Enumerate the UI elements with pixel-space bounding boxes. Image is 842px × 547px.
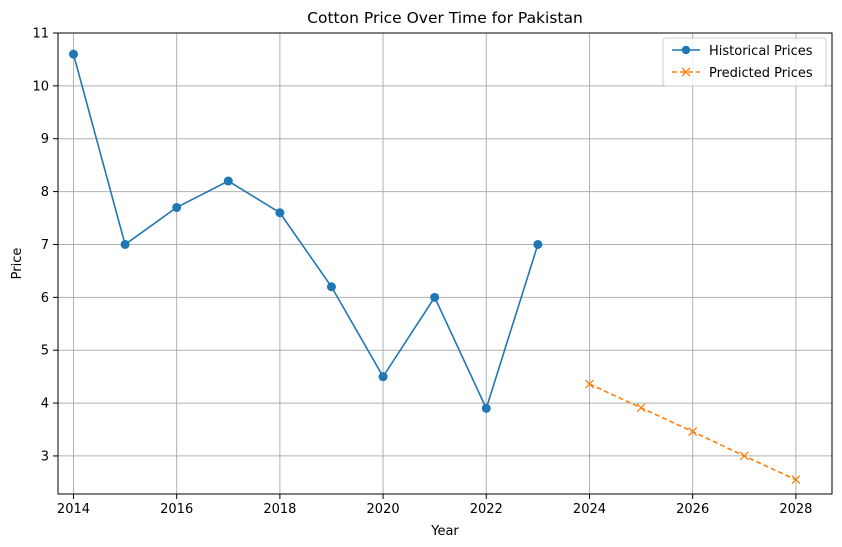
x-axis-label: Year (430, 524, 459, 539)
data-point (378, 372, 388, 382)
legend-box (662, 37, 827, 87)
x-tick-label: 2026 (676, 502, 709, 517)
data-point (326, 282, 336, 292)
y-tick-label: 9 (41, 132, 49, 147)
y-tick-label: 5 (41, 344, 49, 359)
x-tick-label: 2014 (57, 502, 90, 517)
y-axis-label: Price (10, 248, 25, 280)
data-point (223, 176, 233, 186)
data-point (430, 292, 440, 302)
y-tick-label: 6 (41, 291, 49, 306)
data-point (585, 379, 594, 389)
data-point (172, 202, 182, 212)
x-tick-label: 2020 (367, 502, 400, 517)
data-point (481, 403, 491, 413)
y-tick-label: 3 (41, 449, 49, 464)
legend: Historical Prices Predicted Prices (662, 37, 827, 87)
x-tick-label: 2022 (470, 502, 503, 517)
x-tick-label: 2028 (779, 502, 812, 517)
y-tick-label: 4 (41, 397, 49, 412)
tick-layer: 2014 2016 2018 2020 2022 2024 2026 2028 3 4 5 6 7 8 9 1… (32, 27, 812, 518)
y-tick-label: 7 (41, 238, 49, 253)
x-tick-label: 2018 (263, 502, 296, 517)
data-point (636, 403, 646, 413)
data-point (739, 451, 749, 461)
legend-label-predicted: Predicted Prices (709, 66, 813, 81)
chart-title: Cotton Price Over Time for Pakistan (307, 9, 583, 27)
data-point (275, 208, 285, 218)
grid (58, 32, 832, 494)
y-tick-label: 10 (32, 79, 49, 94)
x-tick-label: 2024 (573, 502, 606, 517)
data-point (688, 427, 698, 437)
y-tick-label: 11 (32, 27, 49, 42)
legend-label-historical: Historical Prices (709, 44, 813, 59)
series-layer (68, 49, 801, 485)
data-point (533, 239, 543, 249)
data-point (120, 239, 130, 249)
legend-marker-predicted (681, 67, 691, 77)
data-point (791, 475, 801, 485)
y-tick-label: 8 (41, 185, 49, 200)
data-point (68, 49, 78, 59)
plot-frame (57, 32, 833, 495)
series-line-historical (72, 53, 539, 411)
x-tick-label: 2016 (160, 502, 193, 517)
legend-marker-historical (681, 45, 691, 55)
